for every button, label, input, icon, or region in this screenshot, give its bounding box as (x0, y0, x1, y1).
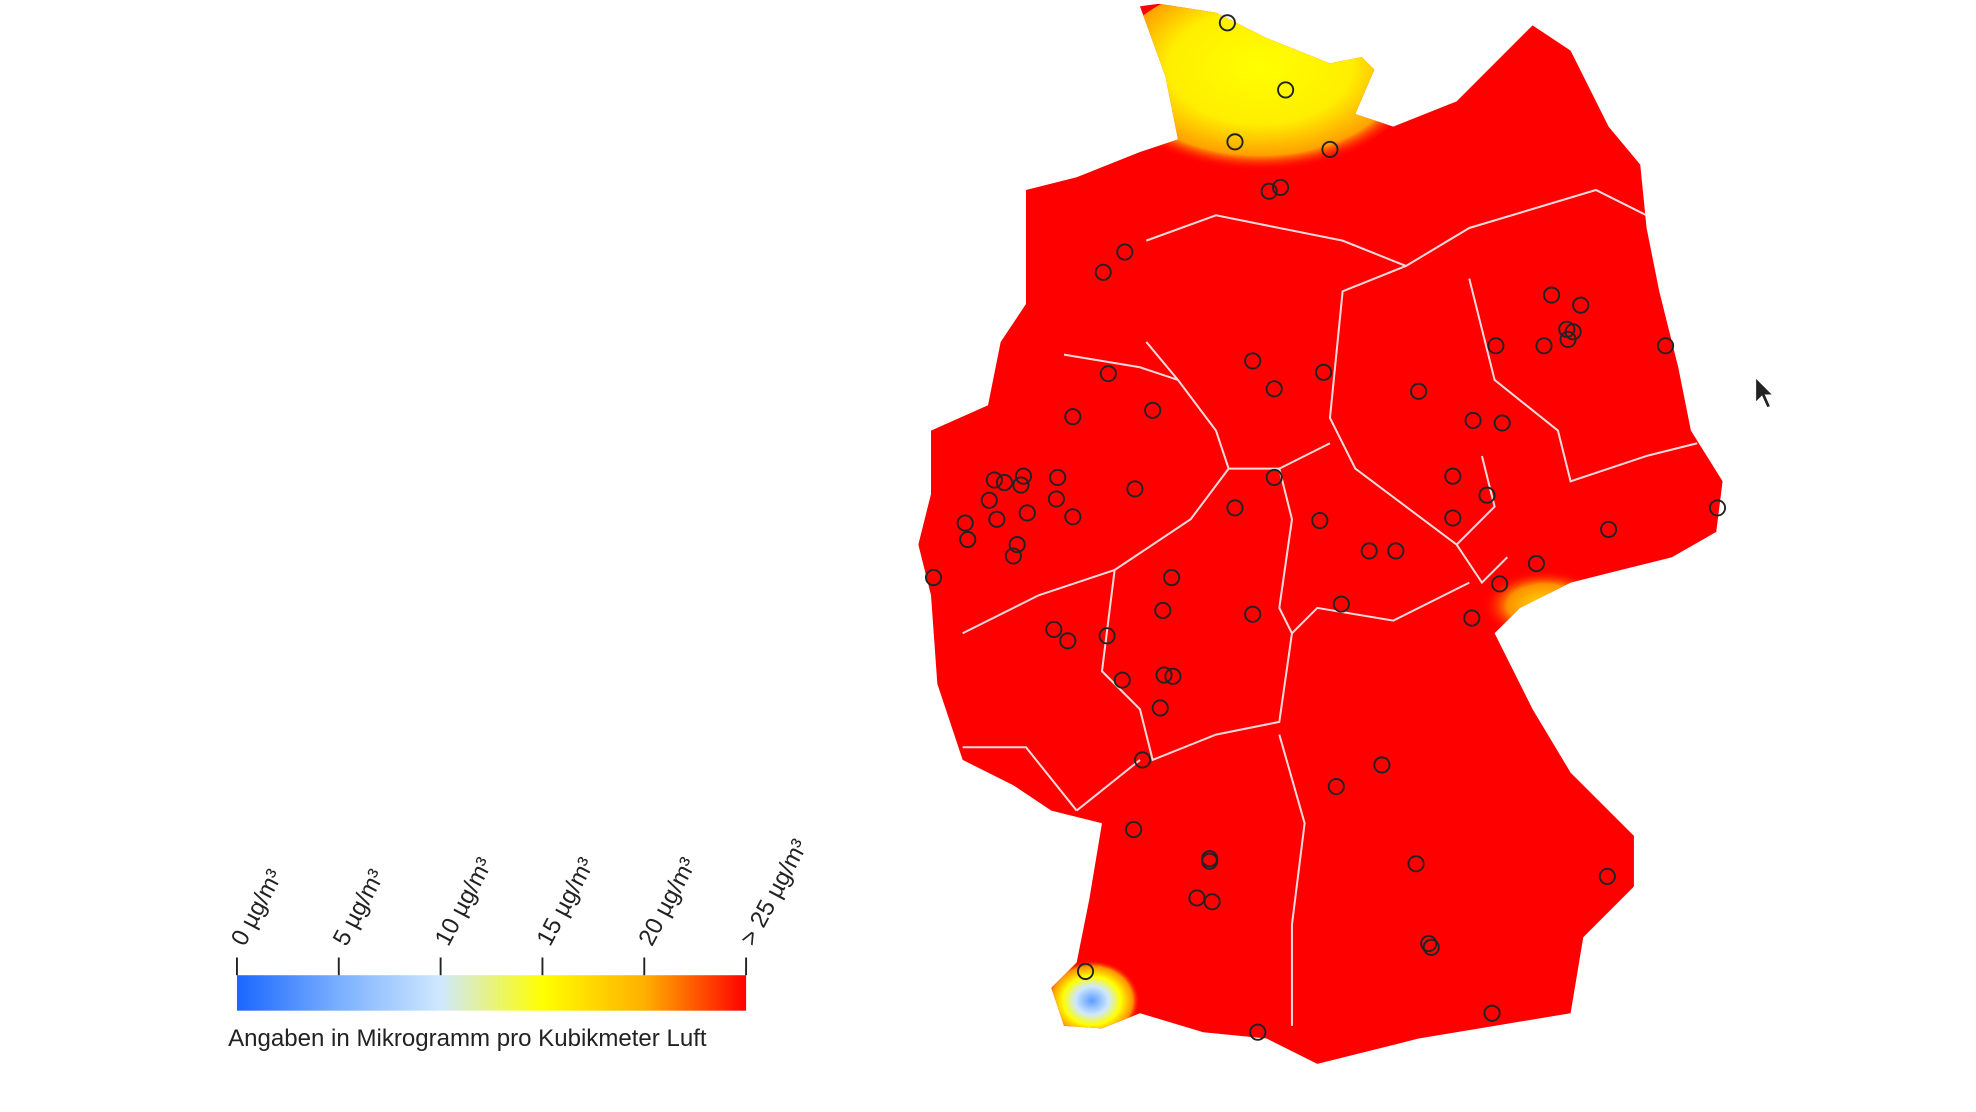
station-marker (1064, 508, 1082, 526)
station-marker (1126, 480, 1144, 498)
station-marker (1535, 337, 1553, 355)
station-marker (1657, 337, 1675, 355)
concentration-area (918, 3, 1723, 1064)
station-marker (956, 514, 974, 532)
station-marker (1045, 620, 1063, 639)
low-zone (1043, 960, 1140, 1042)
station-marker (1332, 595, 1350, 613)
legend-caption: Angaben in Mikrogramm pro Kubikmeter Luf… (228, 1025, 707, 1052)
station-marker (1422, 938, 1440, 956)
station-marker (1315, 363, 1333, 381)
station-marker (1014, 467, 1033, 485)
station-marker (1311, 511, 1329, 530)
station-marker (1201, 852, 1219, 870)
station-marker (1478, 486, 1496, 504)
station-marker (1373, 756, 1391, 774)
station-marker (1155, 666, 1173, 684)
station-marker (1493, 414, 1511, 432)
station-marker (924, 568, 943, 587)
station-marker (1444, 509, 1462, 527)
station-marker (1244, 352, 1262, 370)
station-marker (1203, 893, 1221, 911)
legend-ticks: 0 µg/m³ 5 µg/m³ 10 µg/m³ 15 µg/m³ 20 µg/m³ > … (226, 835, 814, 976)
station-marker (1265, 468, 1283, 487)
station-marker (1444, 467, 1462, 485)
station-marker (1151, 699, 1169, 717)
low-zone (1481, 569, 1609, 641)
station-marker (985, 471, 1003, 489)
station-marker (1321, 140, 1339, 158)
station-marker (1047, 490, 1065, 508)
station-marker (988, 510, 1006, 528)
station-marker (1059, 632, 1077, 650)
station-marker (1327, 777, 1345, 796)
station-marker (1144, 401, 1162, 419)
station-marker (1154, 601, 1172, 620)
station-marker (1064, 408, 1082, 426)
color-scale (236, 975, 747, 1011)
station-marker (1600, 520, 1618, 538)
legend-tick-label: > 25 µg/m³ (735, 835, 813, 950)
station-marker (1260, 182, 1278, 200)
station-marker (1559, 330, 1577, 348)
station-marker (1360, 542, 1378, 560)
station-marker (959, 530, 977, 549)
station-marker (980, 491, 998, 509)
station-marker (1491, 575, 1509, 593)
station-marker (1708, 499, 1727, 517)
station-marker (1410, 382, 1428, 400)
station-marker (1487, 337, 1505, 355)
legend-tick-label: 5 µg/m³ (328, 865, 390, 950)
station-marker (1094, 263, 1112, 281)
station-marker (1572, 296, 1590, 314)
station-marker (1004, 547, 1022, 565)
station-marker (1463, 609, 1481, 627)
station-marker (1116, 243, 1134, 261)
legend-tick-label: 10 µg/m³ (430, 853, 499, 950)
station-marker (1277, 81, 1295, 99)
station-marker (1407, 855, 1425, 873)
station-marker (1226, 499, 1244, 517)
station-marker (1387, 542, 1405, 560)
legend-tick-label: 15 µg/m³ (531, 853, 600, 950)
station-marker (1049, 468, 1067, 487)
station-marker (1125, 821, 1143, 839)
station-marker (1008, 536, 1026, 554)
station-marker (1218, 14, 1236, 32)
station-marker (1076, 962, 1095, 980)
legend-tick-label: 20 µg/m³ (633, 853, 702, 950)
station-marker (1012, 476, 1030, 494)
station-marker (1133, 751, 1152, 769)
station-marker (1098, 627, 1116, 645)
pollution-map (918, 3, 1723, 1064)
station-marker (1265, 380, 1283, 398)
legend: 0 µg/m³ 5 µg/m³ 10 µg/m³ 15 µg/m³ 20 µg/m³ > … (226, 835, 813, 1052)
station-marker (1018, 504, 1036, 522)
station-marker (1164, 667, 1182, 685)
mouse-cursor (1754, 375, 1775, 409)
station-marker (1099, 365, 1117, 383)
station-marker (1163, 568, 1181, 587)
station-marker (1420, 935, 1438, 953)
stations (924, 14, 1727, 1041)
station-marker (1244, 605, 1262, 623)
legend-tick-label: 0 µg/m³ (226, 865, 288, 950)
station-marker (1113, 671, 1131, 689)
station-marker (1464, 411, 1482, 430)
station-marker (1249, 1023, 1267, 1041)
station-marker (1598, 867, 1616, 885)
station-marker (1543, 286, 1561, 304)
station-marker (1226, 133, 1244, 151)
station-marker (1272, 178, 1290, 196)
state-borders (962, 188, 1698, 1026)
station-marker (1527, 555, 1545, 573)
station-marker (995, 473, 1014, 492)
station-marker (1483, 1004, 1501, 1022)
